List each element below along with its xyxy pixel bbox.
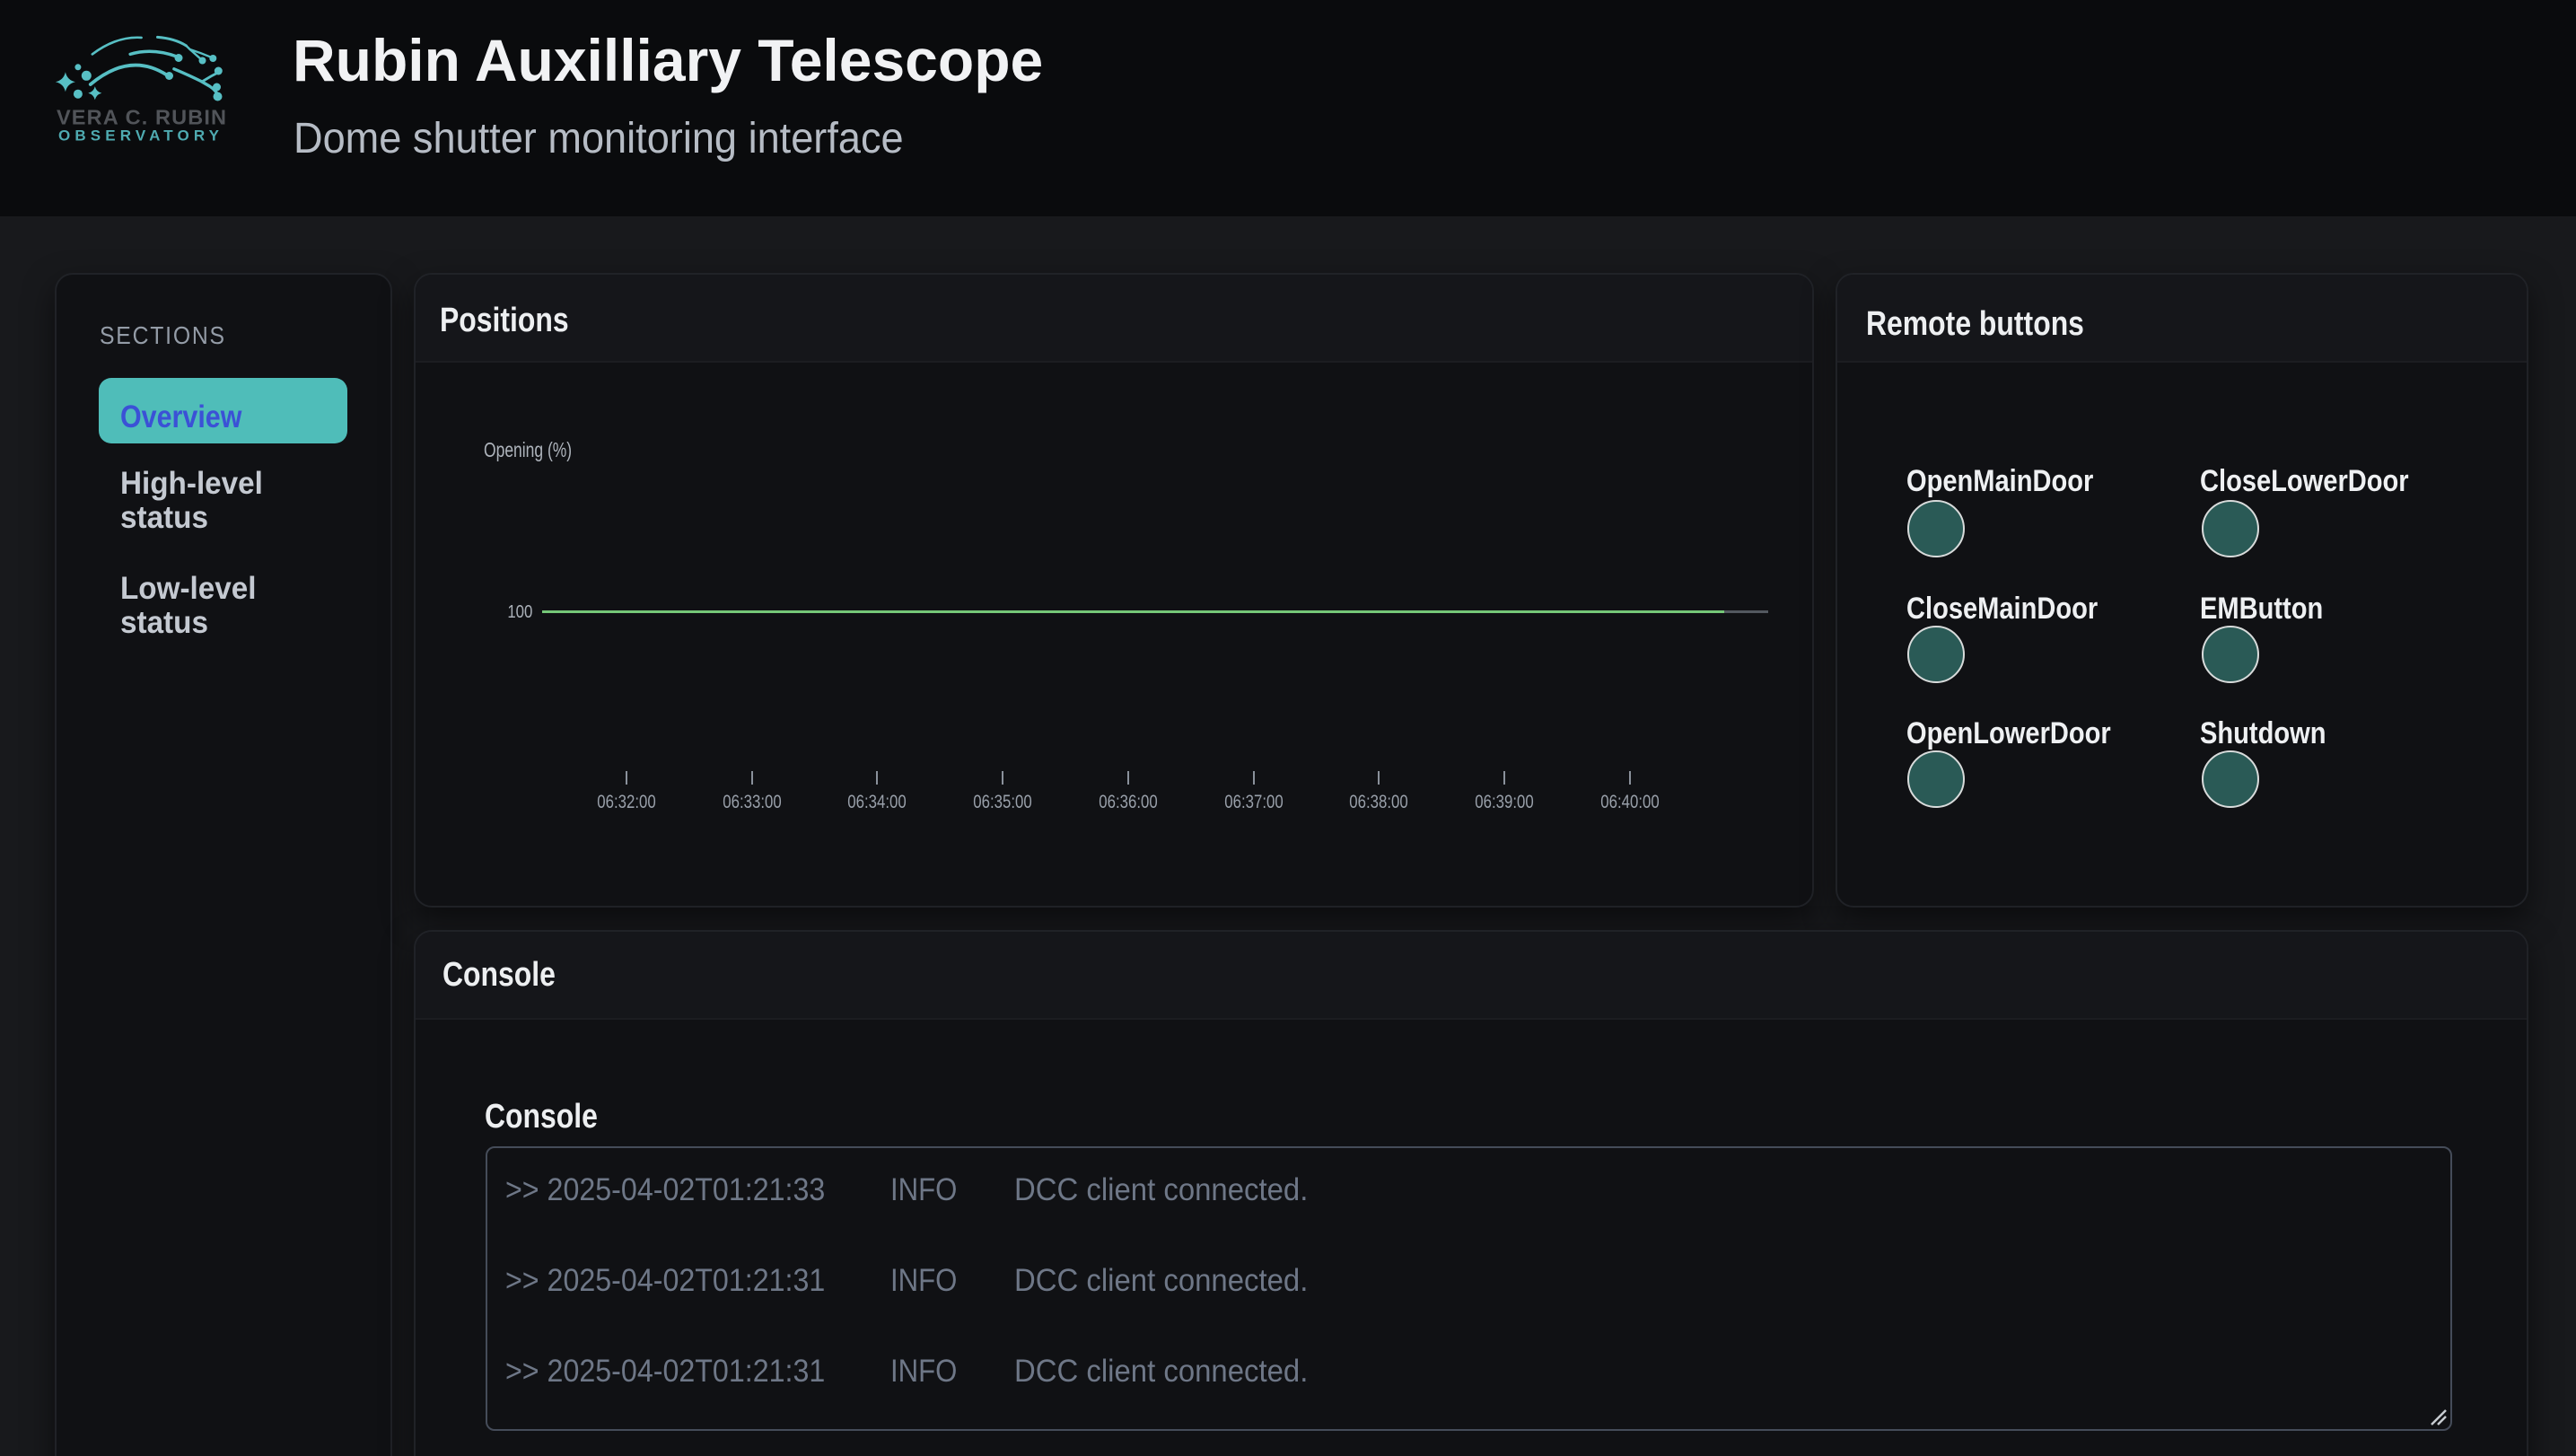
svg-text:OBSERVATORY: OBSERVATORY bbox=[58, 127, 220, 145]
svg-text:VERA C. RUBIN: VERA C. RUBIN bbox=[57, 106, 226, 129]
